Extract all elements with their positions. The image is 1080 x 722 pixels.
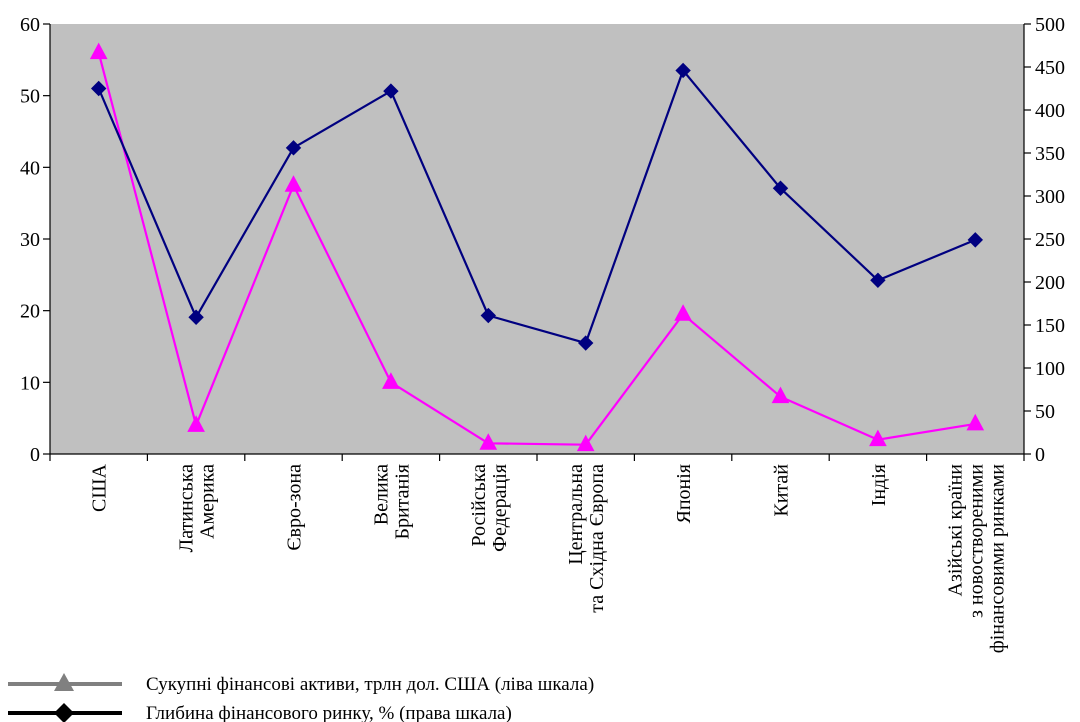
data-point-triangle [869,429,887,447]
y-left-tick-label: 60 [20,14,40,36]
data-point-diamond [188,309,204,325]
category-label: Японія [673,464,695,524]
legend-item-1: Сукупні фінансові активи, трлн дол. США … [8,673,594,695]
data-point-triangle [284,175,303,192]
data-point-diamond [870,272,886,288]
legend-item-2: Глибина фінансового ринку, % (права шкал… [8,703,512,722]
series-1 [89,42,985,452]
y-right-tick-label: 50 [1035,401,1055,423]
y-right-tick-label: 300 [1035,186,1065,208]
y-left-tick-label: 50 [20,86,40,108]
series-line [97,52,976,446]
data-point-triangle [771,386,790,404]
category-label: Китай [771,464,793,517]
data-point-diamond [675,62,691,79]
series-layer [89,42,985,452]
legend-label: Глибина фінансового ринку, % (права шкал… [146,703,512,722]
data-point-triangle [966,413,985,431]
category-label-line: Євро-зона [284,464,306,551]
y-right-tick-label: 400 [1035,100,1065,122]
category-label-line: з новоствореними [965,464,987,618]
y-right-tick-label: 350 [1035,143,1065,165]
legend-marker-triangle [54,673,74,691]
category-label-line: Велика [370,464,392,525]
data-point-diamond [772,180,789,196]
data-point-diamond [90,80,107,97]
y-left-tick-label: 30 [20,229,40,251]
category-label-line: Японія [673,464,695,524]
y-left-tick-label: 40 [20,157,40,179]
category-label-line: Китай [771,464,793,517]
y-right-tick-label: 250 [1035,229,1065,251]
data-point-triangle [576,434,595,452]
category-label-line: фінансовими ринками [986,464,1008,654]
y-right-tick-label: 200 [1035,272,1065,294]
category-label-line: Центральна [565,464,587,565]
y-right-tick-label: 500 [1035,14,1065,36]
legend: Сукупні фінансові активи, трлн дол. США … [8,673,594,722]
y-left-tick-label: 10 [20,372,40,394]
data-point-triangle [187,415,205,432]
series-line [97,69,976,345]
category-label-line: Америка [197,464,219,539]
data-point-triangle [479,433,498,450]
category-label-line: Індія [868,464,890,506]
category-label: Центральна та Східна Європа [565,464,608,613]
category-label-line: Федерація [489,464,511,552]
category-label: Російська Федерація [468,464,511,552]
category-label-line: США [89,463,111,512]
data-point-diamond [967,232,984,248]
y-left-tick-label: 0 [30,444,40,466]
y-right-tick-label: 150 [1035,315,1065,337]
category-label: Євро-зона [284,464,306,551]
legend-label: Сукупні фінансові активи, трлн дол. США … [146,674,594,695]
plot-area [50,24,1024,454]
category-label-line: та Східна Європа [586,464,608,613]
y-right-tick-label: 450 [1035,57,1065,79]
category-label-line: Британія [391,464,413,540]
y-right-tick-label: 0 [1035,444,1045,466]
axes [43,23,1031,461]
series-2 [90,62,984,351]
data-point-triangle [89,42,108,60]
data-point-triangle [674,304,692,321]
y-right-tick-label: 100 [1035,358,1065,380]
data-point-diamond [285,140,302,156]
y-left-tick-label: 20 [20,301,40,323]
category-label: Індія [868,464,890,506]
data-point-triangle [382,372,400,389]
data-point-diamond [577,335,594,351]
category-label: Азійські країни з новоствореними фінансови… [944,464,1008,654]
category-label-line: Російська [468,464,490,547]
category-label: США [89,463,111,512]
plot-background [50,24,1024,454]
category-label-line: Латинська [176,464,198,552]
data-point-diamond [480,307,497,324]
category-label-line: Азійські країни [944,464,966,597]
axis-labels: 0 10 20 30 40 50 60 0 50 100 150 200 250 300 350 400 450… [20,14,1065,653]
category-label: Латинська Америка [176,464,219,552]
category-label: Велика Британія [370,464,413,540]
legend-marker-diamond [54,703,74,722]
data-point-diamond [383,83,399,99]
